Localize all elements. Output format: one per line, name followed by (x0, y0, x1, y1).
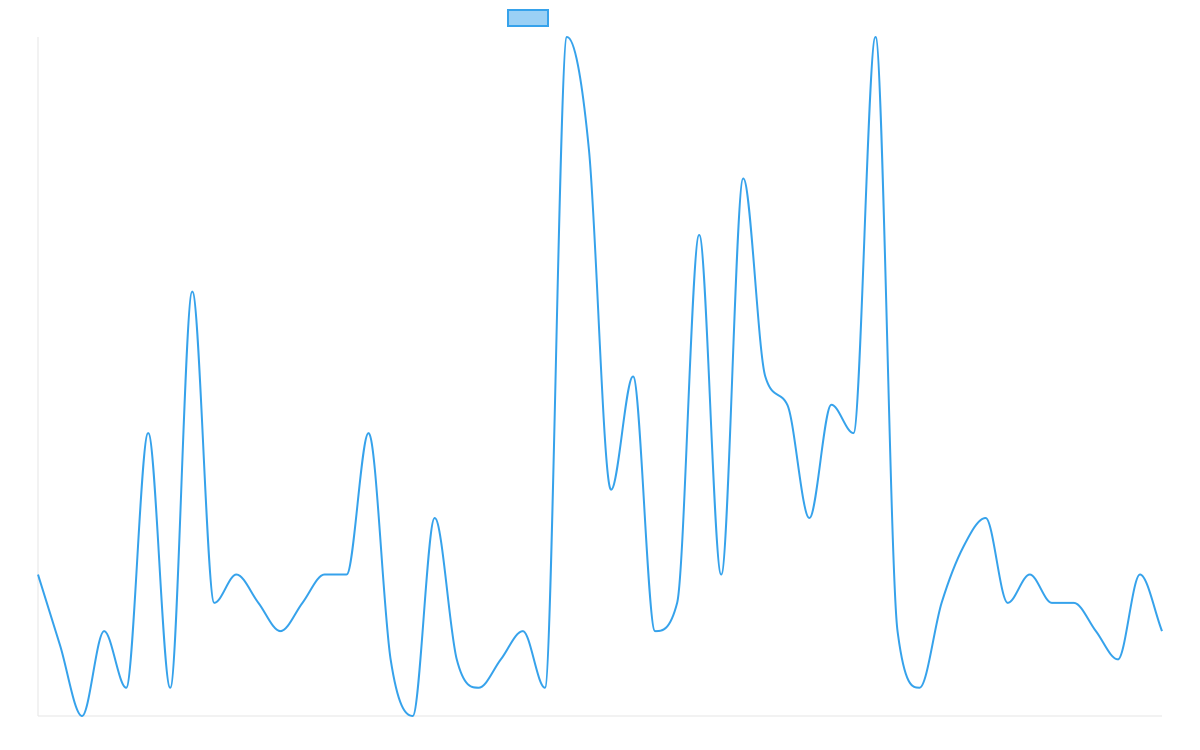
data-point[interactable] (1049, 600, 1055, 606)
data-point[interactable] (35, 572, 41, 578)
data-point[interactable] (1005, 600, 1011, 606)
data-point[interactable] (674, 600, 680, 606)
data-point[interactable] (277, 628, 283, 634)
data-point[interactable] (630, 374, 636, 380)
data-point[interactable] (123, 685, 129, 691)
data-point[interactable] (145, 430, 151, 436)
data-point[interactable] (410, 713, 416, 719)
data-point[interactable] (718, 572, 724, 578)
data-point[interactable] (432, 515, 438, 521)
data-point[interactable] (1071, 600, 1077, 606)
data-point[interactable] (1137, 572, 1143, 578)
data-point[interactable] (740, 175, 746, 181)
data-point[interactable] (608, 487, 614, 493)
data-point[interactable] (255, 600, 261, 606)
data-point[interactable] (233, 572, 239, 578)
data-point[interactable] (476, 685, 482, 691)
data-point[interactable] (211, 600, 217, 606)
data-point[interactable] (895, 628, 901, 634)
data-point[interactable] (850, 430, 856, 436)
axes (37, 37, 1162, 717)
data-point[interactable] (366, 430, 372, 436)
data-point[interactable] (939, 600, 945, 606)
data-point[interactable] (388, 656, 394, 662)
data-point[interactable] (586, 147, 592, 153)
data-point[interactable] (828, 402, 834, 408)
data-point[interactable] (498, 656, 504, 662)
data-point[interactable] (299, 600, 305, 606)
data-point[interactable] (454, 656, 460, 662)
data-point[interactable] (189, 289, 195, 295)
data-point[interactable] (564, 34, 570, 40)
data-point[interactable] (983, 515, 989, 521)
data-point[interactable] (322, 572, 328, 578)
data-point[interactable] (961, 543, 967, 549)
data-point[interactable] (57, 642, 63, 648)
data-point[interactable] (872, 34, 878, 40)
data-point[interactable] (917, 685, 923, 691)
series-layer (35, 34, 1165, 719)
series-line-1 (37, 36, 1163, 717)
data-point[interactable] (652, 628, 658, 634)
data-point[interactable] (762, 374, 768, 380)
data-point[interactable] (167, 685, 173, 691)
data-point[interactable] (344, 572, 350, 578)
legend[interactable] (507, 9, 549, 27)
data-point[interactable] (520, 628, 526, 634)
legend-swatch-series-1[interactable] (507, 9, 549, 27)
data-point[interactable] (784, 402, 790, 408)
data-point[interactable] (1115, 656, 1121, 662)
data-point[interactable] (542, 685, 548, 691)
data-point[interactable] (696, 232, 702, 238)
data-point[interactable] (1027, 572, 1033, 578)
data-point[interactable] (1093, 628, 1099, 634)
data-point[interactable] (79, 713, 85, 719)
data-point[interactable] (806, 515, 812, 521)
data-point[interactable] (1159, 628, 1165, 634)
data-point[interactable] (101, 628, 107, 634)
